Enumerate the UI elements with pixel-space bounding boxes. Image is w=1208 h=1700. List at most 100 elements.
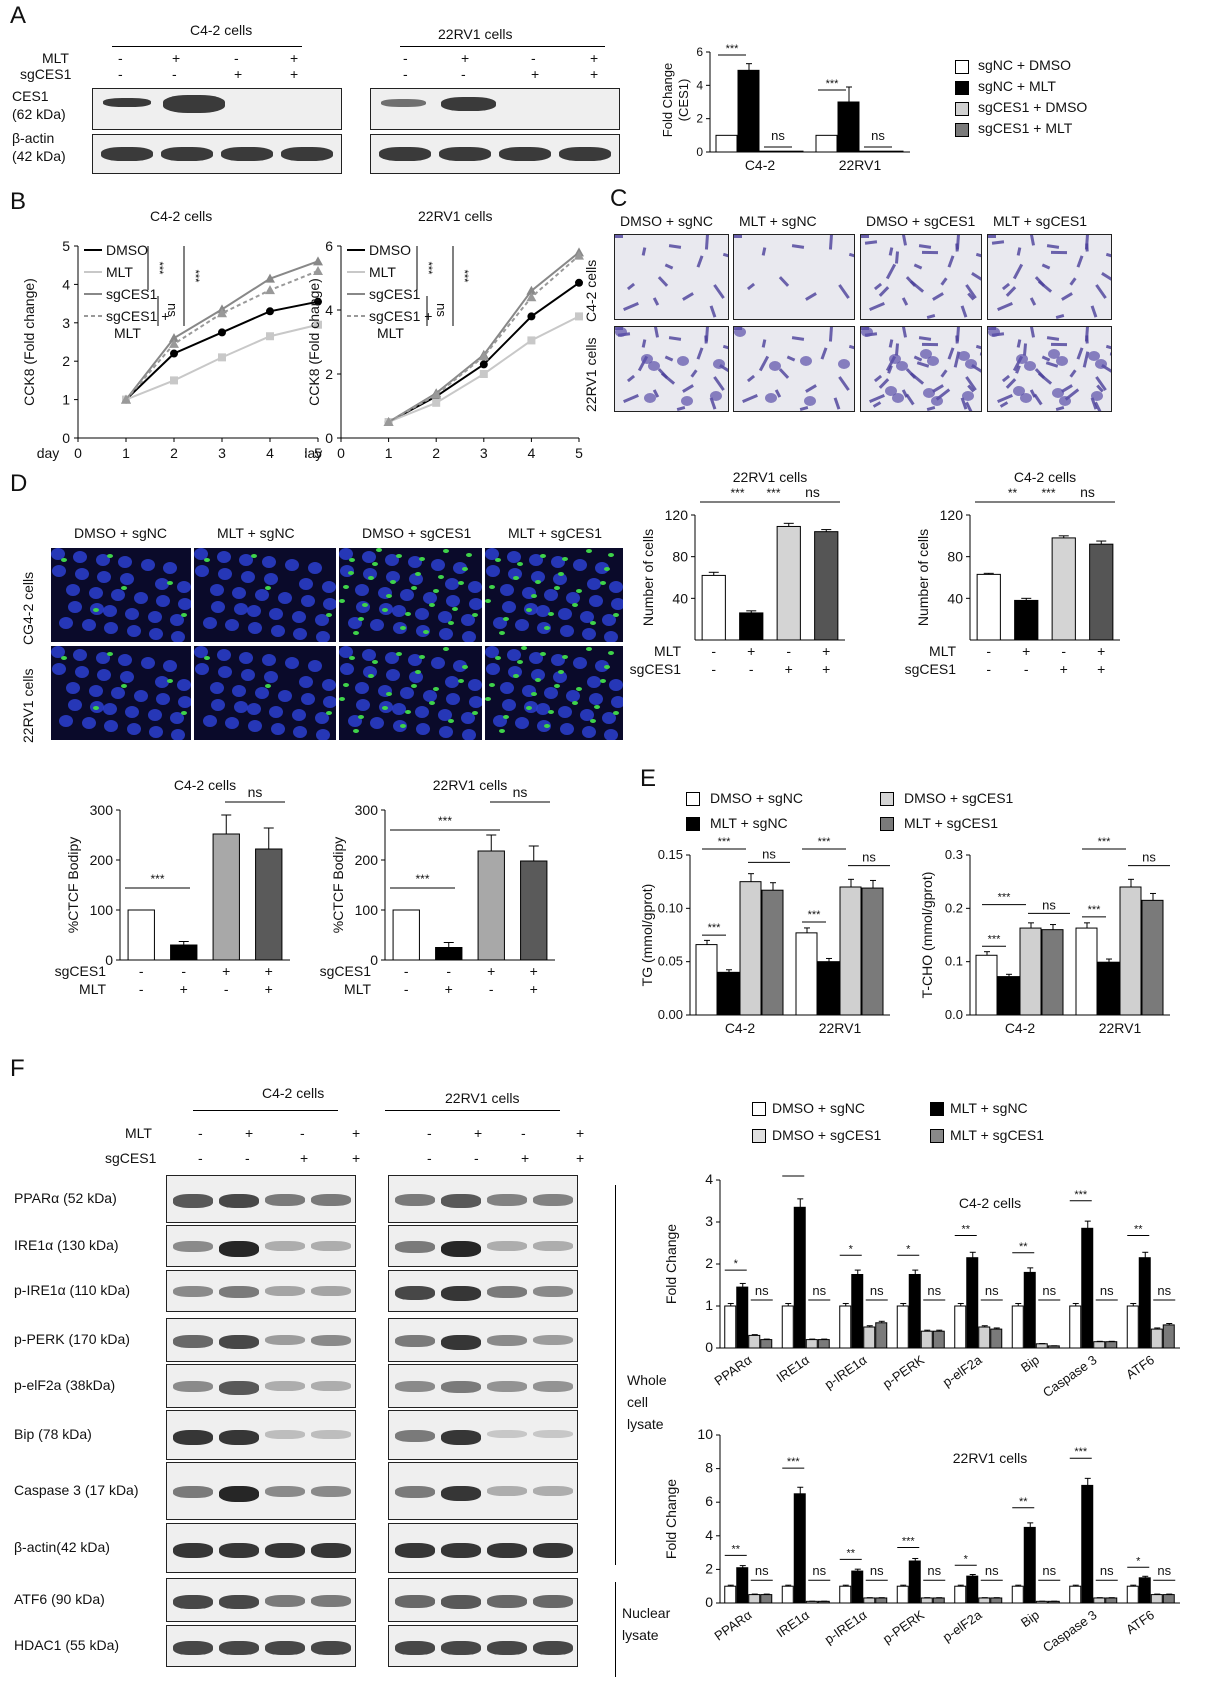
sign-sgces1: + [290,66,299,82]
blot-label-ces1: CES1 [12,88,49,104]
row-label-mlt: MLT [125,1125,152,1141]
blot-kda-ces1: (62 kDa) [12,106,66,122]
y-tick-label: 3 [705,1213,713,1229]
sign: + [245,1125,254,1141]
x-tick-label: C4-2 [745,157,776,173]
blot-strip [166,1318,356,1362]
y-tick-label: 2 [705,1560,713,1576]
significance-label: ns [1100,1563,1114,1578]
significance-label: ns [1157,1283,1171,1298]
significance-label: *** [1074,1189,1088,1201]
bar [1081,1227,1094,1349]
significance-label: ns [1042,1563,1056,1578]
chart-title: 22RV1 cells [733,470,807,485]
sign: + [445,981,453,997]
bar [724,1585,737,1604]
protein-label: IRE1α (130 kDa) [14,1237,119,1253]
x-tick-label: 2 [432,445,440,461]
sign: - [521,1125,526,1141]
significance-label: ns [434,303,449,317]
bar [837,101,860,153]
significance-label: *** [1088,904,1102,916]
group-label-22rv1: 22RV1 cells [438,26,513,42]
micrograph [733,326,855,412]
data-point [170,376,178,385]
micrograph [987,326,1112,412]
sign: - [986,643,991,659]
bar [932,1597,945,1604]
sign: + [822,661,830,677]
data-point [383,417,394,426]
sign: + [352,1150,361,1166]
significance-label: ns [762,846,776,861]
y-tick-label: 100 [355,902,379,918]
significance-label: *** [153,262,165,276]
y-tick-label: 4 [62,276,70,292]
sign: + [265,981,273,997]
x-tick-label: 1 [385,445,393,461]
blot-strip-ces1-c42 [92,88,342,130]
sign: - [427,1150,432,1166]
column-header: DMSO + sgNC [74,525,167,541]
bar [1150,1328,1163,1349]
significance-label: ** [1008,486,1018,500]
bar [990,1597,1003,1604]
bar [814,531,839,641]
panel-label-a: A [10,2,27,29]
bar [896,1585,909,1604]
bar [1126,1585,1139,1604]
legend-label: MLT [114,325,141,341]
y-tick-label: 0.2 [945,900,963,915]
y-tick-label: 2 [62,353,70,369]
row-label: MLT [344,981,371,997]
chart-a: 0 2 4 6 C4-2 22RV1 Fold Change (CES1) *** ns *** ns [660,43,910,173]
sign-sgces1: + [590,66,599,82]
sign-mlt: - [531,50,536,66]
row-label-sgces1: sgCES1 [20,66,72,82]
blot-strip [166,1175,356,1223]
column-header: DMSO + sgCES1 [866,213,976,229]
bar [1081,1484,1094,1604]
legend-label: MLT [377,325,404,341]
sign: + [474,1125,483,1141]
lysate-label: Whole [627,1372,667,1388]
bar [990,1328,1003,1349]
bar [975,954,998,1016]
bar [1051,537,1076,641]
y-tick-label: 8 [705,1460,713,1476]
x-tick-label: 22RV1 [839,157,882,173]
x-tick-label: 5 [575,445,583,461]
sign: - [711,643,716,659]
y-axis-label: CCK8 (Fold change) [21,278,37,406]
chart-f2: 0 2 4 6 8 10 PPARα IRE1α p-IRE1α p-PERK p-elF2a Bip… [663,1426,1180,1655]
protein-label: p-IRE1α (110 kDa) [14,1282,130,1298]
x-tick-label: Caspase 3 [1040,1607,1100,1655]
data-point [575,278,583,287]
data-point [526,285,537,295]
bar [717,971,740,1016]
sign-mlt: - [118,50,123,66]
bar [736,1567,749,1604]
protein-label: β-actin(42 kDa) [14,1539,110,1555]
legend-label: sgNC + MLT [978,78,1056,94]
legend-label: DMSO + sgCES1 [772,1127,882,1143]
lysate-label: cell [627,1394,649,1410]
bar [817,1339,830,1349]
data-point [314,297,322,306]
y-axis-label: CCK8 (Fold change) [306,278,322,406]
x-tick-label: 1 [122,445,130,461]
sign: - [474,1150,479,1166]
sign: + [180,981,188,997]
row-label: C4-2 cells [583,259,599,322]
row-label: sgCES1 [55,963,107,979]
y-tick-label: 4 [705,1171,713,1187]
bar [127,909,155,961]
data-point [479,360,488,369]
y-tick-label: 200 [355,852,379,868]
significance-label: ns [870,1563,884,1578]
lysate-label: lysate [622,1627,659,1643]
x-tick-label: 3 [480,445,488,461]
bar [748,1334,761,1349]
bar [976,573,1001,641]
blot-strip [388,1410,578,1460]
